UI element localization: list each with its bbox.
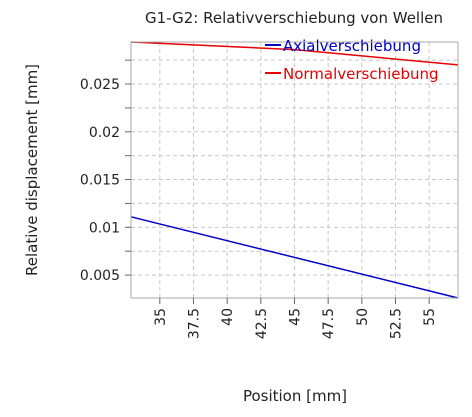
- x-tick-label: 42.5: [254, 308, 270, 339]
- plot-series: [130, 41, 459, 299]
- legend: Axialverschiebung Normalverschiebung: [265, 37, 439, 83]
- y-tick-label: 0.005: [80, 268, 120, 284]
- x-tick-label: 45: [288, 308, 304, 326]
- grid: [131, 42, 458, 298]
- y-tick-label: 0.02: [89, 125, 120, 141]
- x-tick-label: 40: [220, 308, 236, 326]
- x-tick-label: 52.5: [389, 308, 405, 339]
- x-tick-label: 50: [355, 308, 371, 326]
- x-tick-label: 55: [422, 308, 438, 326]
- x-tick-label: 35: [153, 308, 169, 326]
- y-axis: 0.005 0.01 0.015 0.02 0.025: [80, 59, 131, 284]
- y-tick-label: 0.015: [80, 173, 120, 189]
- x-tick-label: 37.5: [186, 308, 202, 339]
- x-axis-label: Position [mm]: [243, 387, 347, 405]
- x-tick-label: 47.5: [321, 308, 337, 339]
- chart-title: G1-G2: Relativverschiebung von Wellen: [145, 9, 443, 27]
- y-tick-label: 0.01: [89, 220, 120, 236]
- series-line-normalverschiebung: [130, 41, 459, 66]
- legend-label: Normalverschiebung: [283, 65, 439, 83]
- y-tick-label: 0.025: [80, 77, 120, 93]
- x-axis: 35 37.5 40 42.5 45 47.5 50 52.5 55: [153, 298, 438, 339]
- series-line-axialverschiebung: [130, 216, 459, 299]
- legend-label: Axialverschiebung: [283, 37, 421, 55]
- y-axis-label: Relative displacement [mm]: [23, 64, 41, 276]
